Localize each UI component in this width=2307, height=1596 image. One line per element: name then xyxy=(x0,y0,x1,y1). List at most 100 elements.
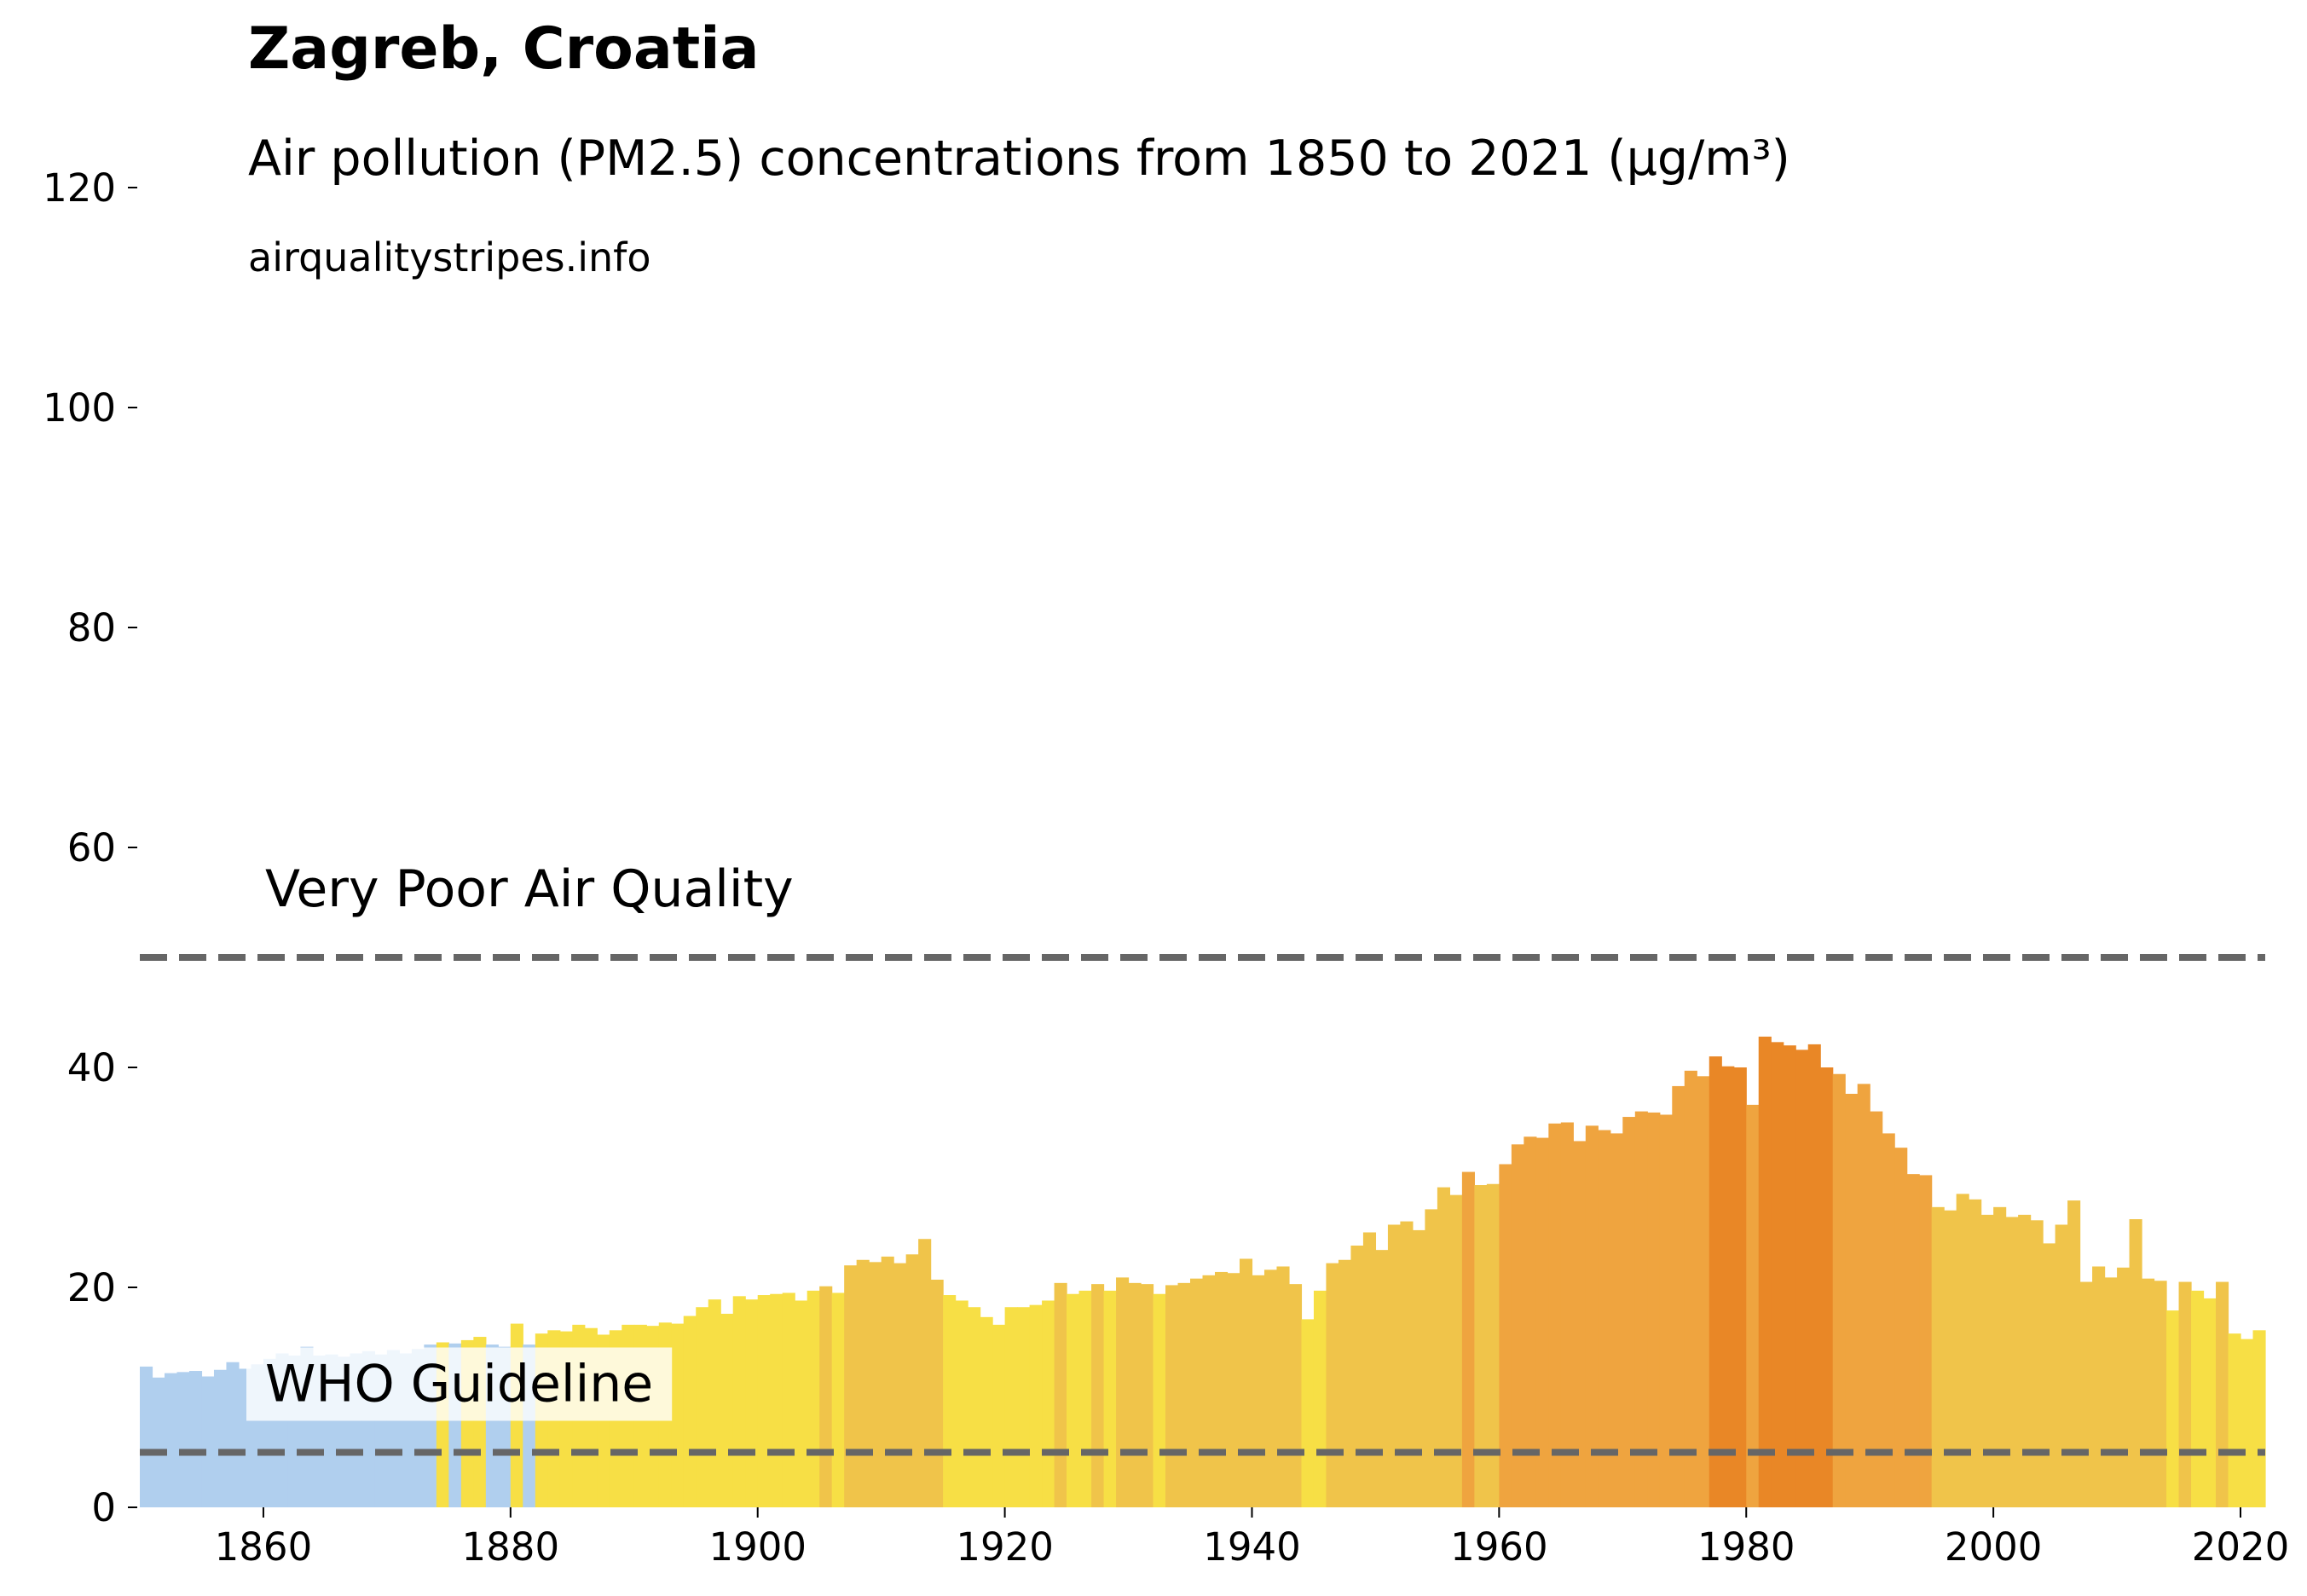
bar xyxy=(1721,1066,1735,1507)
bar xyxy=(1771,1042,1784,1507)
bar xyxy=(1313,1290,1327,1507)
bar xyxy=(1758,1036,1772,1507)
bar xyxy=(905,1254,919,1507)
bar xyxy=(2241,1339,2254,1507)
bar xyxy=(1585,1125,1599,1507)
x-tick-label: 1900 xyxy=(708,1524,807,1570)
bar xyxy=(2067,1200,2081,1507)
bar xyxy=(893,1263,907,1507)
bar xyxy=(720,1313,734,1507)
chart-title: Zagreb, Croatia xyxy=(248,15,759,83)
bar xyxy=(1647,1112,1661,1507)
bar xyxy=(1400,1221,1414,1507)
bar xyxy=(1004,1307,1018,1507)
bar xyxy=(188,1371,203,1507)
bar xyxy=(1672,1085,1685,1507)
bar xyxy=(1078,1290,1092,1507)
bar xyxy=(1227,1273,1240,1507)
bar xyxy=(1449,1194,1463,1507)
bar xyxy=(1993,1206,2007,1507)
y-tick-label: 100 xyxy=(43,385,116,431)
bar xyxy=(2117,1267,2131,1507)
bar xyxy=(1684,1070,1697,1507)
y-tick-label: 120 xyxy=(43,165,116,211)
bar xyxy=(1375,1250,1389,1507)
bar xyxy=(1153,1293,1166,1507)
bar xyxy=(1944,1210,1957,1507)
bar xyxy=(2252,1330,2266,1507)
bar xyxy=(807,1290,820,1507)
bar xyxy=(1524,1136,1537,1507)
bar xyxy=(1214,1271,1229,1507)
bar xyxy=(176,1372,190,1507)
bar xyxy=(2030,1220,2044,1507)
bar xyxy=(1177,1282,1191,1507)
bar xyxy=(1969,1199,1982,1507)
bar xyxy=(226,1362,240,1507)
bar xyxy=(1733,1067,1747,1507)
bar xyxy=(943,1295,957,1507)
bar xyxy=(770,1293,783,1507)
bar xyxy=(795,1300,808,1507)
bar xyxy=(1610,1133,1623,1507)
y-tick-label: 0 xyxy=(91,1485,116,1530)
bar xyxy=(2191,1290,2205,1507)
bar xyxy=(1746,1104,1760,1507)
bar xyxy=(1845,1093,1859,1507)
bar xyxy=(1511,1144,1524,1507)
bar xyxy=(1054,1282,1067,1507)
bar xyxy=(2166,1310,2180,1507)
bar xyxy=(2178,1281,2192,1507)
bar xyxy=(683,1316,697,1507)
bar xyxy=(1461,1171,1475,1507)
x-tick-label: 1920 xyxy=(956,1524,1054,1570)
bar xyxy=(757,1295,771,1507)
bar xyxy=(856,1259,870,1507)
bar xyxy=(869,1262,882,1507)
bar xyxy=(1029,1304,1043,1507)
bar xyxy=(1425,1209,1438,1507)
bar xyxy=(708,1299,721,1507)
bar xyxy=(980,1316,993,1507)
bar xyxy=(2129,1219,2142,1507)
bar xyxy=(1919,1175,1933,1507)
bar xyxy=(1548,1123,1562,1507)
bar xyxy=(1103,1290,1117,1507)
bar xyxy=(1820,1067,1834,1507)
bar xyxy=(1560,1122,1574,1507)
bar xyxy=(1128,1282,1142,1507)
bar xyxy=(1202,1275,1216,1507)
bar xyxy=(1350,1245,1364,1507)
bar xyxy=(1659,1114,1673,1507)
bar xyxy=(1709,1056,1722,1507)
bar xyxy=(1190,1278,1204,1507)
bar xyxy=(1141,1284,1154,1507)
bar xyxy=(1697,1076,1710,1507)
bar xyxy=(1882,1133,1895,1507)
y-tick-label: 60 xyxy=(67,825,116,870)
y-tick-label: 20 xyxy=(67,1265,116,1310)
bar xyxy=(918,1239,932,1507)
bar xyxy=(2142,1278,2155,1507)
bar xyxy=(1326,1263,1339,1507)
reference-label: WHO Guideline xyxy=(265,1355,653,1414)
bar xyxy=(1239,1258,1253,1507)
bar xyxy=(2092,1266,2106,1507)
bar xyxy=(213,1369,228,1507)
bar xyxy=(2154,1281,2167,1507)
x-tick-label: 1880 xyxy=(462,1524,560,1570)
bar xyxy=(1573,1141,1587,1507)
bar xyxy=(1091,1284,1105,1507)
chart-subtitle: Air pollution (PM2.5) concentrations fro… xyxy=(248,130,1790,187)
bar xyxy=(201,1376,215,1507)
bar xyxy=(2104,1277,2118,1507)
bar xyxy=(992,1324,1006,1507)
y-tick-label: 40 xyxy=(67,1045,116,1090)
bar xyxy=(2216,1281,2229,1507)
bar xyxy=(671,1323,685,1507)
x-tick-label: 1940 xyxy=(1203,1524,1301,1570)
bar xyxy=(164,1373,178,1507)
reference-label: Very Poor Air Quality xyxy=(265,859,794,919)
bar xyxy=(782,1292,795,1507)
bar xyxy=(1288,1284,1303,1507)
